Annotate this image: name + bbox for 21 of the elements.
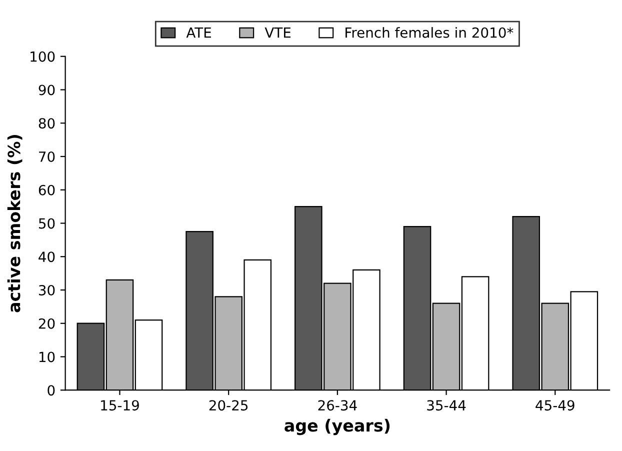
x-tick-label: 15-19	[101, 400, 139, 411]
legend-label: ATE	[186, 28, 211, 38]
legend-label: VTE	[264, 28, 291, 38]
y-tick-label: 90	[38, 84, 55, 96]
y-tick-label: 60	[38, 184, 55, 196]
y-tick-label: 20	[38, 318, 55, 329]
x-tick-label: 45-49	[536, 400, 574, 411]
y-tick-label: 50	[38, 218, 55, 229]
x-tick-label: 20-25	[209, 400, 248, 411]
y-tick-label: 70	[39, 151, 55, 162]
y-tick-label: 100	[30, 51, 55, 62]
legend-label: French females in 2010*	[346, 27, 514, 38]
x-tick-label: 35-44	[427, 400, 466, 411]
y-tick-label: 80	[38, 118, 55, 129]
y-tick-label: 30	[38, 284, 55, 296]
y-tick-label: 40	[38, 252, 55, 262]
y-tick-label: 10	[39, 352, 55, 362]
y-tick-label: 0	[48, 385, 55, 396]
y-axis-title: active smokers (%)	[7, 135, 22, 312]
x-tick-label: 26-34	[318, 400, 357, 411]
x-axis-title: age (years)	[284, 418, 390, 436]
